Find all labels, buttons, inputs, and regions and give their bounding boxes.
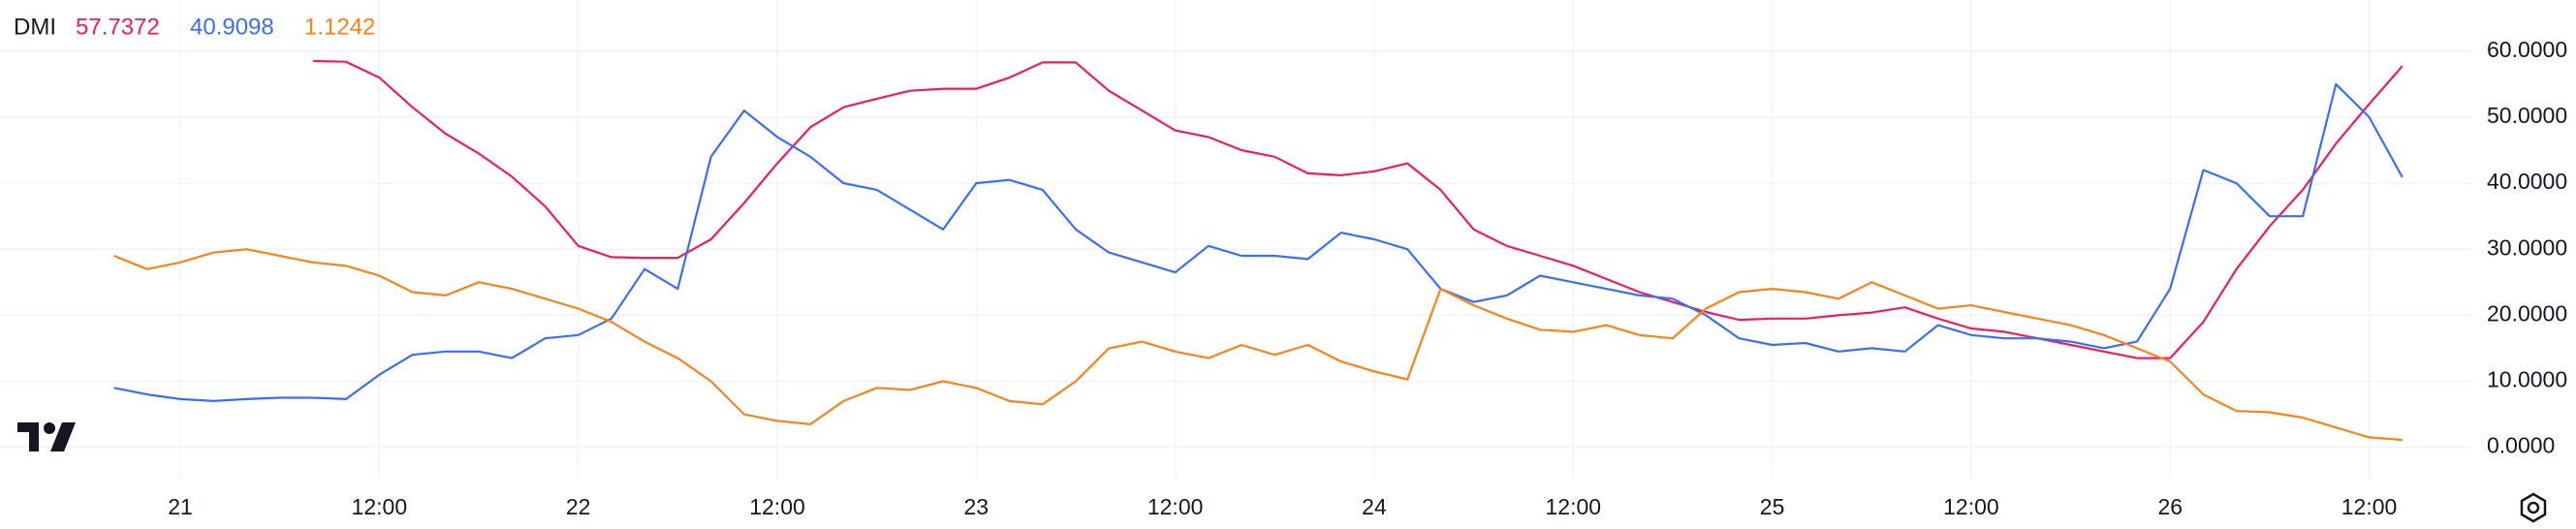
x-tick-label: 12:00 bbox=[749, 494, 805, 519]
y-tick-label: 0.0000 bbox=[2487, 433, 2555, 458]
dmi-line bbox=[113, 82, 2403, 402]
x-tick-label: 12:00 bbox=[1943, 494, 1999, 519]
logo[interactable] bbox=[17, 422, 76, 451]
x-tick-label: 21 bbox=[168, 494, 193, 519]
y-tick-label: 30.0000 bbox=[2487, 234, 2567, 260]
x-tick-label: 25 bbox=[1760, 494, 1785, 519]
y-tick-label: 20.0000 bbox=[2487, 300, 2567, 326]
y-tick-label: 40.0000 bbox=[2487, 169, 2567, 194]
legend-value: 57.7372 bbox=[76, 14, 160, 40]
legend-value: 40.9098 bbox=[190, 14, 274, 40]
settings-icon[interactable] bbox=[2520, 492, 2547, 523]
x-tick-label: 12:00 bbox=[352, 494, 408, 519]
x-tick-label: 22 bbox=[566, 494, 591, 519]
x-tick-label: 26 bbox=[2157, 494, 2183, 519]
x-tick-label: 24 bbox=[1362, 494, 1387, 519]
indicator-title: DMI bbox=[14, 14, 56, 40]
dmi-line bbox=[113, 248, 2403, 442]
lines bbox=[113, 59, 2403, 442]
legend-value: 1.1242 bbox=[304, 14, 375, 40]
dmi-line bbox=[312, 59, 2403, 359]
y-tick-label: 10.0000 bbox=[2487, 367, 2567, 392]
grid: 0.0000 10.0000 20.0000 30.0000 40.0000 50.000… bbox=[0, 0, 2567, 519]
x-tick-label: 12:00 bbox=[2341, 494, 2398, 519]
x-tick-label: 23 bbox=[964, 494, 990, 519]
y-tick-label: 50.0000 bbox=[2487, 103, 2567, 128]
x-tick-label: 12:00 bbox=[1147, 494, 1204, 519]
y-tick-label: 60.0000 bbox=[2487, 37, 2567, 62]
x-tick-label: 12:00 bbox=[1545, 494, 1601, 519]
